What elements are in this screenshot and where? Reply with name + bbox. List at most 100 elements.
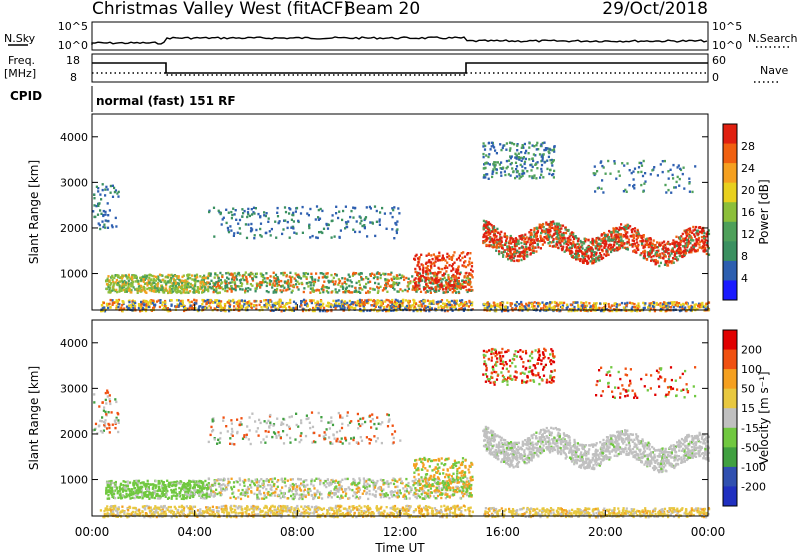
heatmap-cell — [671, 260, 674, 263]
heatmap-cell — [373, 273, 376, 276]
heatmap-cell — [241, 276, 245, 280]
heatmap-cell — [288, 207, 291, 210]
heatmap-cell — [391, 215, 394, 219]
heatmap-cell — [180, 304, 183, 307]
heatmap-cell — [584, 240, 587, 243]
heatmap-cell — [684, 231, 687, 234]
heatmap-cell — [97, 187, 100, 190]
heatmap-cell — [312, 280, 315, 283]
heatmap-cell — [237, 306, 240, 309]
heatmap-cell — [203, 515, 206, 518]
heatmap-cell — [509, 155, 512, 158]
heatmap-cell — [332, 299, 335, 303]
velocity-heatmap-cells — [92, 347, 711, 519]
heatmap-cell — [617, 228, 621, 232]
heatmap-cell — [421, 268, 424, 272]
heatmap-cell — [117, 283, 120, 287]
heatmap-cell — [575, 237, 578, 240]
heatmap-cell — [530, 236, 533, 239]
heatmap-cell — [255, 304, 258, 307]
heatmap-cell — [489, 306, 492, 310]
heatmap-cell — [256, 284, 259, 287]
heatmap-cell — [371, 304, 374, 307]
heatmap-cell — [592, 257, 595, 261]
heatmap-cell — [319, 207, 322, 211]
heatmap-cell — [172, 278, 175, 281]
heatmap-cell — [361, 288, 364, 291]
heatmap-cell — [497, 305, 500, 308]
heatmap-cell — [376, 277, 379, 281]
heatmap-cell — [154, 511, 158, 514]
heatmap-cell — [684, 302, 688, 305]
heatmap-cell — [616, 236, 619, 239]
heatmap-cell — [202, 280, 205, 284]
heatmap-cell — [349, 291, 352, 294]
heatmap-cell — [490, 237, 493, 240]
heatmap-cell — [615, 242, 619, 245]
heatmap-cell — [183, 286, 187, 289]
heatmap-cell — [578, 243, 581, 246]
heatmap-cell — [169, 279, 172, 282]
heatmap-cell — [546, 228, 550, 232]
heatmap-cell — [510, 307, 513, 310]
heatmap-cell — [112, 281, 115, 284]
heatmap-cell — [553, 150, 556, 153]
heatmap-cell — [180, 286, 183, 289]
heatmap-cell — [214, 273, 217, 276]
heatmap-cell — [143, 274, 147, 277]
heatmap-cell — [621, 240, 625, 243]
heatmap-cell — [285, 275, 288, 278]
heatmap-cell — [346, 278, 349, 281]
heatmap-cell — [199, 305, 202, 308]
heatmap-cell — [552, 220, 555, 223]
heatmap-cell — [598, 248, 601, 251]
heatmap-cell — [105, 302, 108, 306]
heatmap-cell — [686, 232, 689, 235]
heatmap-cell — [304, 299, 308, 303]
heatmap-cell — [434, 260, 437, 263]
heatmap-cell — [447, 278, 450, 281]
heatmap-cell — [426, 268, 429, 271]
heatmap-cell — [140, 300, 143, 304]
heatmap-cell — [663, 301, 666, 304]
heatmap-cell — [688, 227, 692, 231]
heatmap-cell — [387, 279, 391, 282]
heatmap-cell — [373, 288, 376, 291]
heatmap-cell — [181, 509, 184, 512]
heatmap-cell — [390, 271, 393, 274]
heatmap-cell — [445, 286, 448, 289]
heatmap-cell — [164, 299, 167, 303]
heatmap-cell — [577, 307, 580, 310]
heatmap-cell — [244, 223, 247, 226]
heatmap-cell — [380, 303, 383, 306]
heatmap-cell — [555, 237, 558, 240]
heatmap-cell — [230, 273, 233, 276]
heatmap-cell — [429, 300, 432, 303]
heatmap-cell — [379, 276, 382, 280]
heatmap-cell — [254, 287, 257, 290]
heatmap-cell — [418, 275, 421, 279]
heatmap-cell — [656, 260, 659, 263]
heatmap-cell — [294, 302, 297, 305]
heatmap-cell — [626, 231, 629, 234]
heatmap-cell — [600, 234, 603, 237]
heatmap-cell — [288, 301, 291, 305]
heatmap-cell — [529, 229, 532, 232]
heatmap-cell — [422, 302, 425, 305]
heatmap-cell — [552, 240, 555, 244]
heatmap-cell — [431, 257, 434, 261]
heatmap-cell — [502, 166, 505, 169]
heatmap-cell — [586, 259, 589, 263]
heatmap-cell — [605, 250, 608, 253]
heatmap-cell — [125, 288, 128, 291]
heatmap-cell — [632, 236, 635, 240]
heatmap-cell — [490, 141, 494, 144]
heatmap-cell — [363, 226, 366, 230]
heatmap-cell — [667, 170, 670, 173]
heatmap-cell — [552, 148, 556, 151]
heatmap-cell — [129, 282, 132, 286]
heatmap-cell — [292, 300, 296, 303]
heatmap-cell — [174, 279, 177, 282]
heatmap-cell — [672, 261, 675, 264]
heatmap-cell — [414, 277, 417, 280]
